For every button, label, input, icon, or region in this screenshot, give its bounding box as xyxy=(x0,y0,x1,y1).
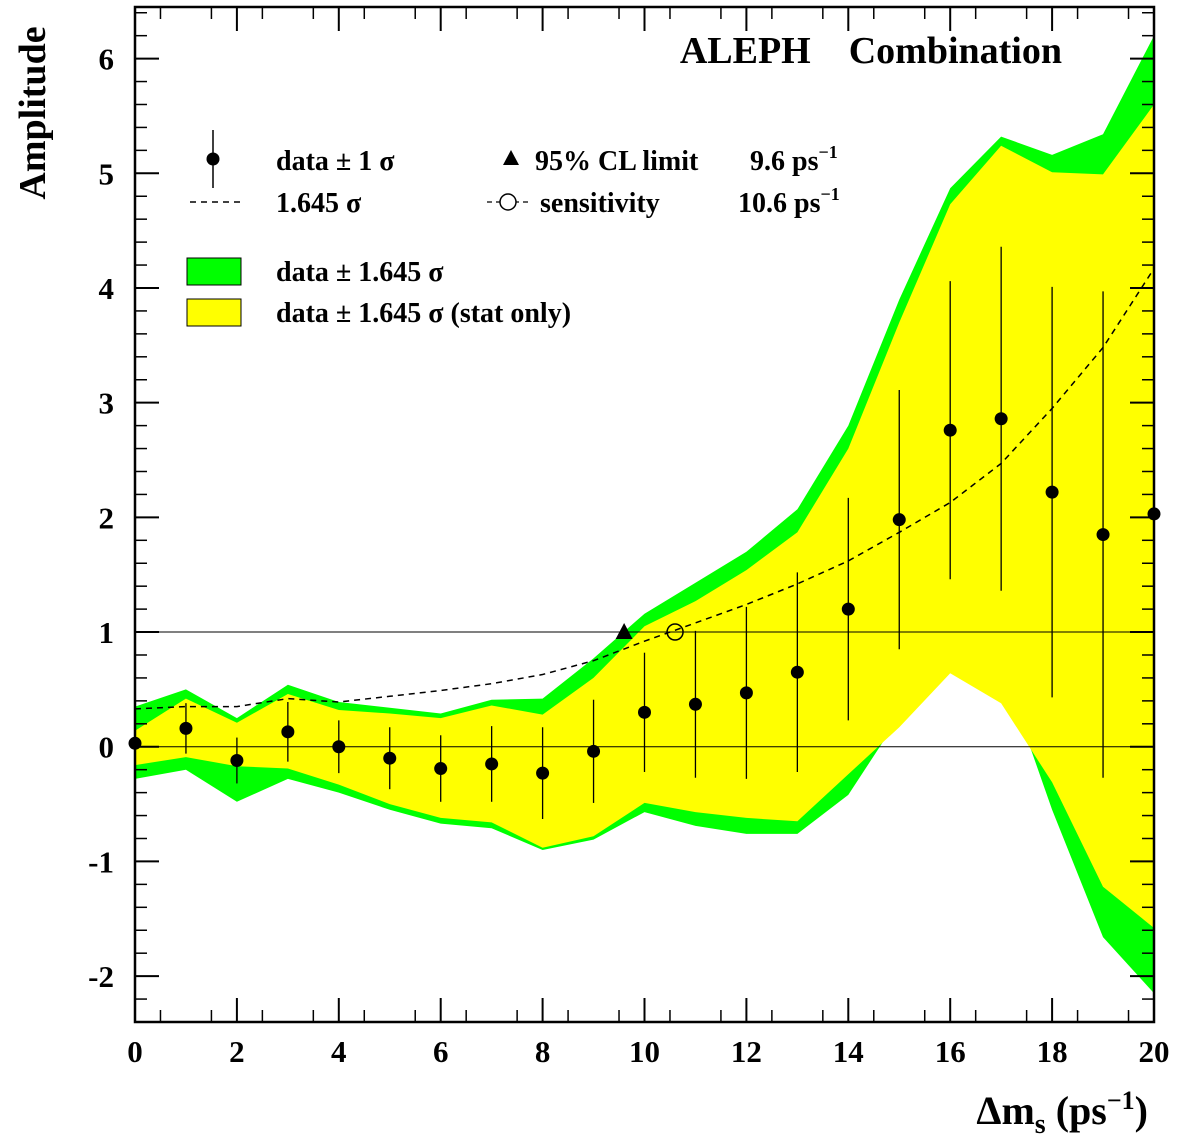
axis-ticks xyxy=(134,7,1155,1023)
data-point xyxy=(230,754,244,768)
legend-limit-label: 95% CL limit xyxy=(535,146,699,177)
x-tick-label: 12 xyxy=(731,1034,762,1069)
legend-green-swatch xyxy=(186,257,242,286)
legend-sens-value: 10.6 ps−1 xyxy=(738,184,840,219)
y-axis-label: Amplitude xyxy=(12,26,54,199)
data-point xyxy=(434,762,448,776)
legend-data-marker xyxy=(206,130,220,188)
data-points-layer xyxy=(128,412,1161,780)
legend-yellow-label: data ± 1.645 σ (stat only) xyxy=(276,298,571,329)
data-point xyxy=(790,665,804,679)
legend-sigma-label: 1.645 σ xyxy=(276,188,362,219)
data-point xyxy=(1045,485,1059,499)
x-tick-label: 4 xyxy=(331,1034,347,1069)
y-tick-label: 2 xyxy=(99,500,115,535)
legend: data ± 1 σ 1.645 σ 95% CL limit 9.6 ps−1… xyxy=(186,130,840,329)
data-point xyxy=(332,740,346,754)
legend-green-label: data ± 1.645 σ xyxy=(276,257,444,288)
x-tick-label: 20 xyxy=(1139,1034,1170,1069)
data-point xyxy=(179,721,193,735)
y-tick-label: -1 xyxy=(88,844,114,879)
sensitivity-circle-marker xyxy=(666,623,684,641)
data-point xyxy=(688,697,702,711)
y-tick-label: 6 xyxy=(99,42,115,77)
y-tick-label: 1 xyxy=(99,615,115,650)
x-tick-label: 0 xyxy=(127,1034,143,1069)
data-point xyxy=(383,751,397,765)
data-point xyxy=(638,705,651,719)
limit-markers-layer xyxy=(615,623,684,641)
x-axis-label: Δms (ps−1) xyxy=(976,1086,1148,1140)
legend-circle-icon xyxy=(487,193,529,211)
y-tick-label: 3 xyxy=(99,386,115,421)
sigma-curve-layer xyxy=(134,268,1155,710)
chart-title: ALEPH Combination xyxy=(680,30,1062,72)
x-tick-label: 18 xyxy=(1037,1034,1068,1069)
data-point xyxy=(281,725,295,739)
sigma-dashed-curve xyxy=(134,268,1155,710)
x-tick-label: 6 xyxy=(433,1034,449,1069)
y-tick-label: 0 xyxy=(99,730,115,765)
data-point xyxy=(536,766,550,780)
limit-triangle-marker xyxy=(615,623,633,640)
y-tick-label: 4 xyxy=(99,271,115,306)
data-point xyxy=(943,423,957,437)
data-point xyxy=(485,757,499,771)
data-point xyxy=(892,513,906,527)
legend-limit-value: 9.6 ps−1 xyxy=(750,142,838,177)
x-tick-label: 2 xyxy=(229,1034,245,1069)
x-tick-label: 10 xyxy=(629,1034,660,1069)
y-tick-label: 5 xyxy=(99,156,115,191)
x-tick-label: 16 xyxy=(935,1034,966,1069)
data-point xyxy=(1096,528,1110,542)
stat-error-band xyxy=(135,104,1154,928)
legend-data-label: data ± 1 σ xyxy=(276,146,395,177)
legend-yellow-swatch xyxy=(186,298,242,327)
legend-triangle-icon xyxy=(503,150,519,165)
x-tick-label: 14 xyxy=(833,1034,864,1069)
data-point xyxy=(994,412,1008,426)
data-point xyxy=(587,744,601,758)
x-tick-label: 8 xyxy=(535,1034,551,1069)
data-point xyxy=(739,686,753,700)
y-tick-label: -2 xyxy=(88,959,114,994)
data-point xyxy=(841,602,855,616)
legend-sens-label: sensitivity xyxy=(540,188,660,219)
